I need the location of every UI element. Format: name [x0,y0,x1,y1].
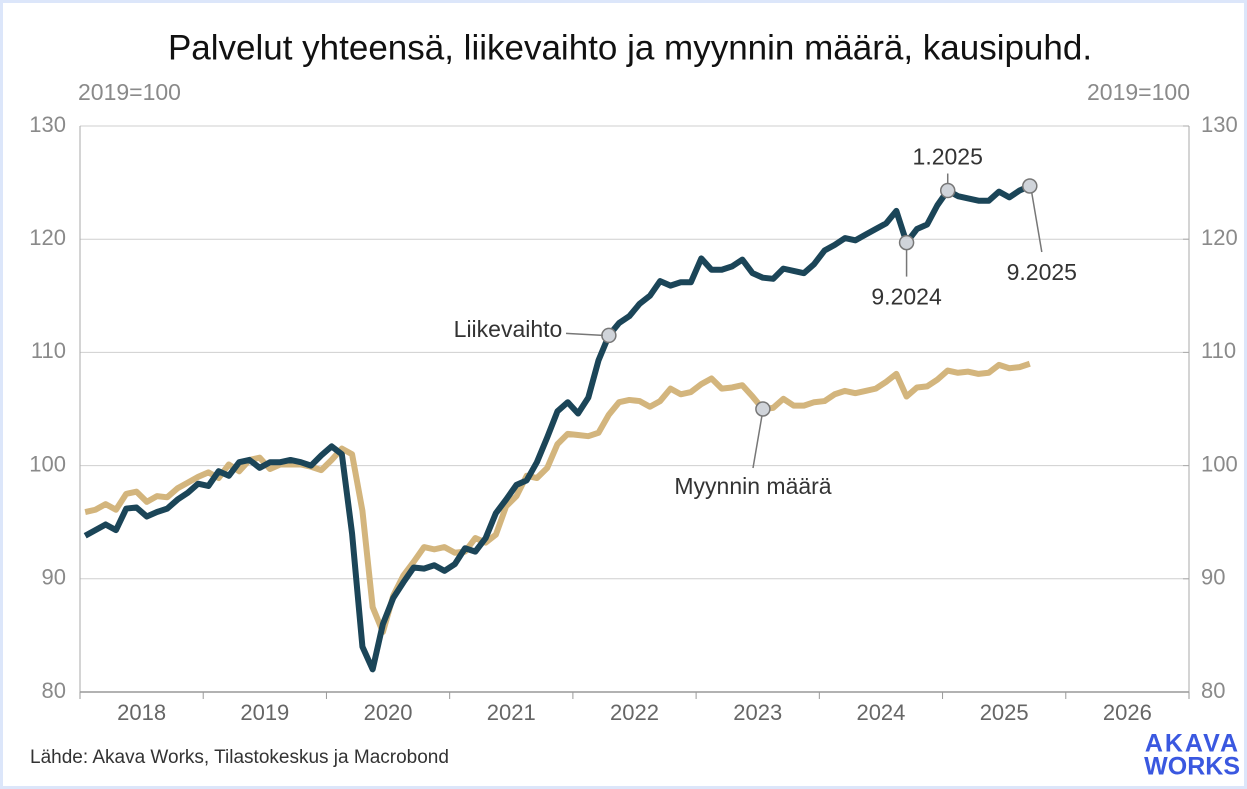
y-tick-label: 130 [29,112,66,137]
x-tick-label: 2019 [240,700,289,725]
series-label-leader [565,332,603,337]
logo: AKAVA [1145,730,1240,758]
y-tick-label: 80 [42,678,66,703]
annotation-label-leader [1031,192,1043,253]
y2-tick-label: 80 [1201,678,1225,703]
y2-tick-label: 100 [1201,451,1238,476]
y2-tick-label: 130 [1201,112,1238,137]
y-tick-label: 110 [31,338,66,363]
x-tick-label: 2024 [856,700,905,725]
series-line [84,360,1031,635]
x-tick-label: 2018 [117,700,166,725]
y2-tick-label: 90 [1201,565,1225,590]
annotation-label: 1.2025 [913,144,983,170]
series-label-point [755,401,771,417]
x-tick-label: 2020 [364,700,413,725]
series-label: Liikevaihto [454,316,563,342]
y-tick-label: 100 [29,451,66,476]
y-tick-label: 120 [29,225,66,250]
annotation-point [898,234,915,251]
logo: WORKS [1144,753,1240,781]
chart-title: Palvelut yhteensä, liikevaihto ja myynni… [168,28,1092,67]
annotation-point [1022,178,1038,194]
y-tick-label: 90 [42,565,66,590]
annotation-point [939,182,956,199]
annotation-label: 9.2024 [871,284,942,310]
series-label: Myynnin määrä [674,473,831,499]
series-line [83,183,1032,673]
x-tick-label: 2025 [980,700,1029,725]
x-tick-label: 2023 [733,700,782,725]
source-note: Lähde: Akava Works, Tilastokeskus ja Mac… [30,747,449,768]
series-label-point [601,327,617,344]
x-tick-label: 2026 [1103,700,1152,725]
x-tick-label: 2021 [487,700,536,725]
x-tick-label: 2022 [610,700,659,725]
annotation-label: 9.2025 [1007,259,1077,285]
y-axis-label: 2019=100 [78,79,181,105]
y2-axis-label: 2019=100 [1087,79,1190,105]
y2-tick-label: 110 [1201,338,1236,363]
series-label-leader [752,415,763,469]
y2-tick-label: 120 [1201,225,1238,250]
